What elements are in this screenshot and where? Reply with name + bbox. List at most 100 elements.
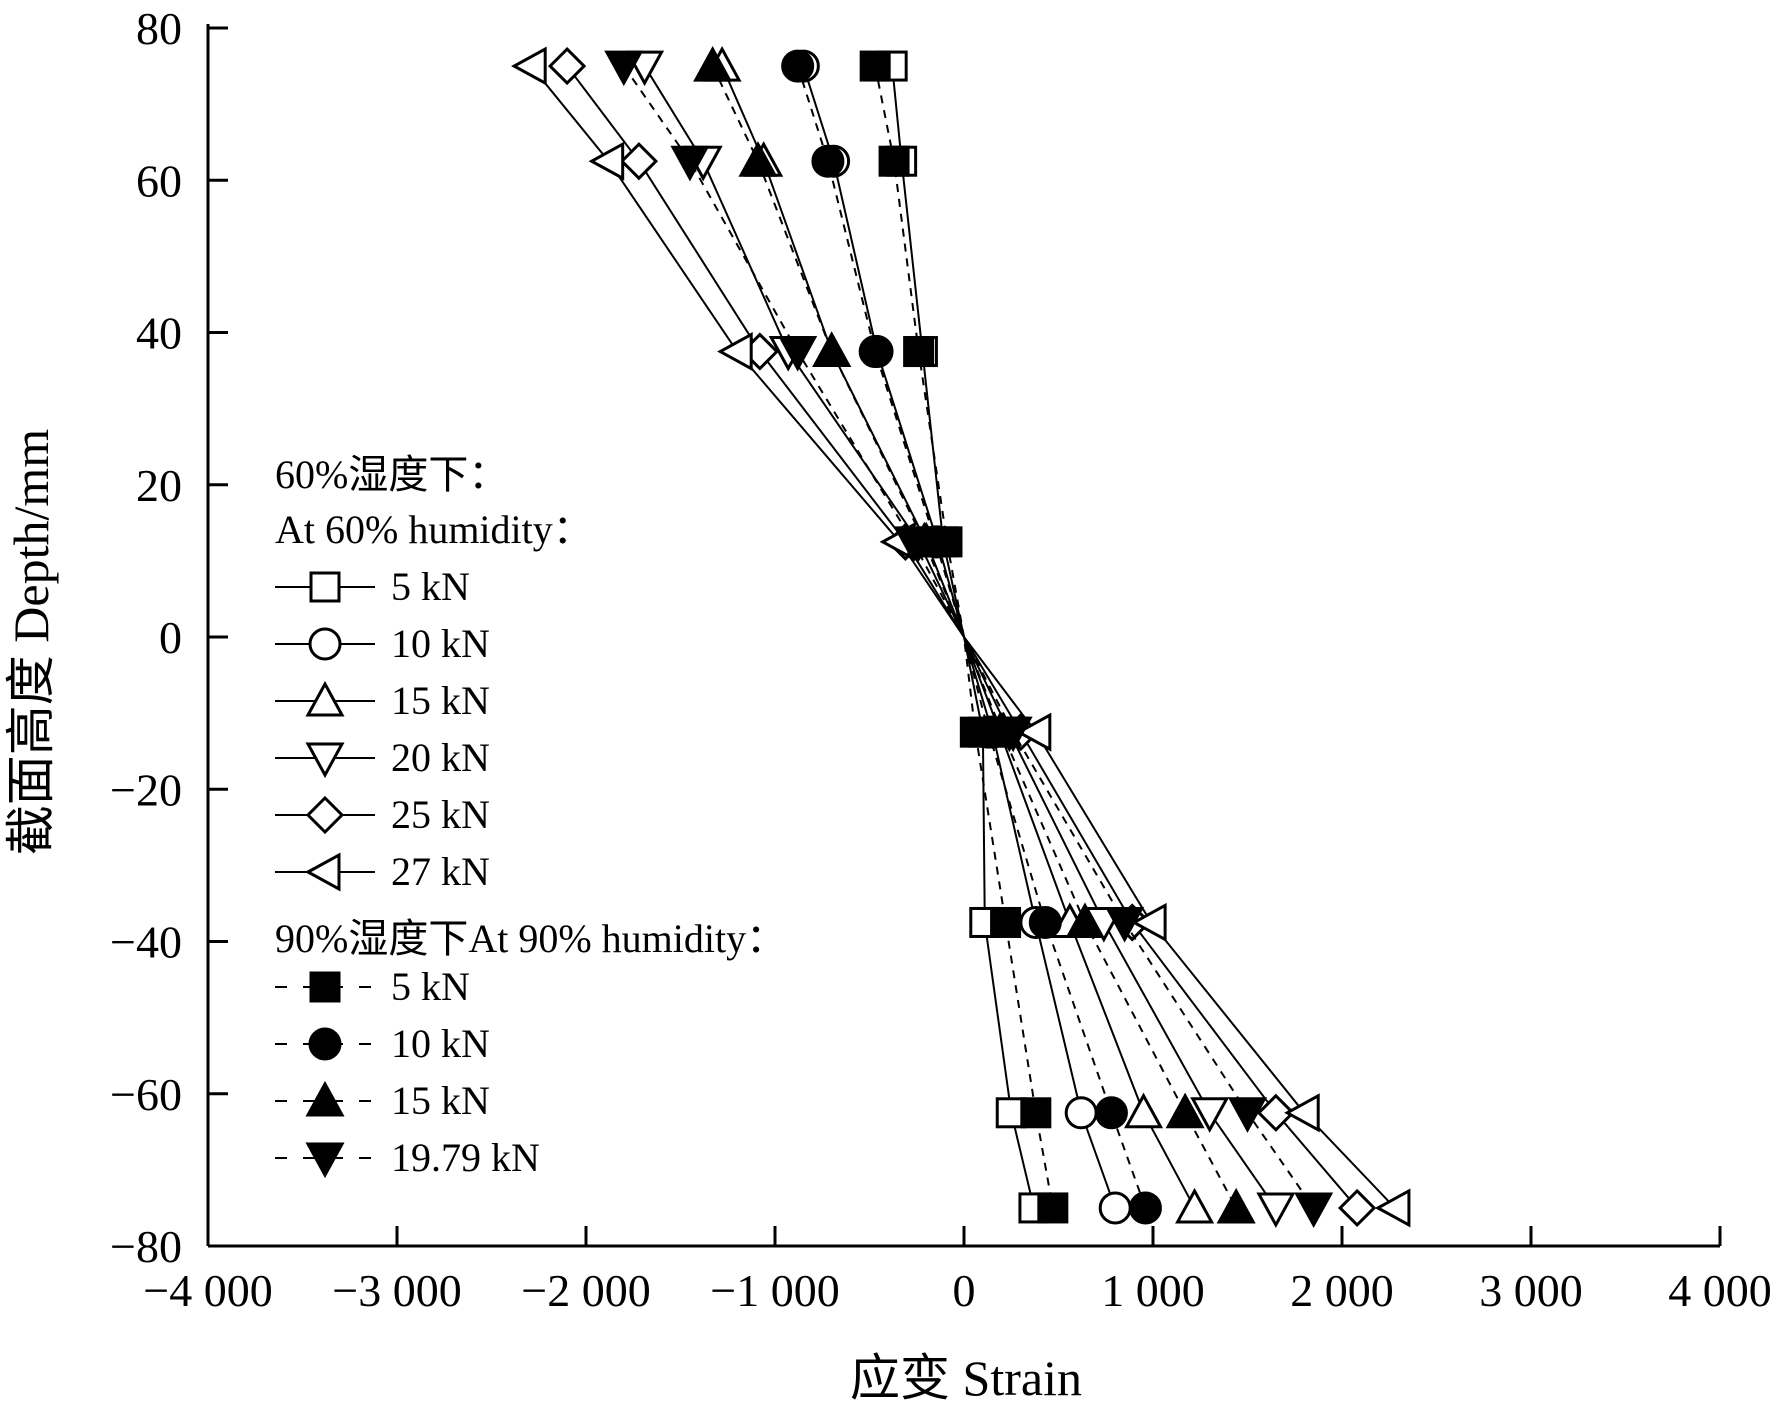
data-point: [1105, 906, 1145, 943]
data-point: [1037, 1192, 1069, 1224]
y-tick-label: 0: [159, 612, 182, 663]
data-point: [547, 46, 587, 86]
legend-label: 10 kN: [391, 1021, 490, 1066]
data-point: [858, 335, 892, 369]
series-layer: [511, 45, 1411, 1229]
y-tick-label: 20: [136, 460, 182, 511]
legend-marker: [305, 680, 345, 717]
legend-item: 15 kN: [275, 678, 490, 723]
data-point: [893, 526, 933, 562]
legend-item: 20 kN: [275, 735, 490, 780]
x-tick-label: 1 000: [1101, 1265, 1205, 1316]
data-point: [604, 50, 644, 87]
legend-marker: [305, 1142, 345, 1179]
series-60-10kN: [786, 49, 1132, 1225]
legend-item: 5 kN: [275, 964, 470, 1009]
data-point: [903, 336, 935, 368]
data-point: [878, 145, 910, 177]
legend-group-subtitle: At 60% humidity：: [275, 507, 593, 552]
legend-label: 5 kN: [391, 564, 470, 609]
series-60-27kN: [511, 46, 1411, 1228]
x-tick-label: 3 000: [1479, 1265, 1583, 1316]
data-point: [588, 141, 625, 181]
data-point: [1124, 1092, 1164, 1129]
y-tick-label: 40: [136, 308, 182, 359]
data-point: [1227, 1097, 1268, 1133]
legend-label: 15 kN: [391, 1078, 490, 1123]
legend-item: 10 kN: [275, 621, 490, 666]
legend-item: 5 kN: [275, 564, 470, 609]
data-point: [619, 142, 659, 181]
data-point: [1065, 902, 1105, 938]
data-point: [1028, 905, 1062, 939]
data-point: [1130, 902, 1167, 943]
y-tick-label: −40: [110, 917, 182, 968]
legend-label: 20 kN: [391, 735, 490, 780]
x-tick-label: −3 000: [332, 1265, 461, 1316]
data-point: [812, 331, 852, 368]
data-point: [993, 716, 1033, 753]
legend-item: 10 kN: [275, 1021, 490, 1066]
data-point: [1337, 1188, 1377, 1228]
y-tick-label: 80: [136, 3, 182, 54]
data-point: [1020, 1097, 1052, 1129]
x-axis-ticks: −4 000 −3 000 −2 000 −1 000 0 1 000 2 000 3 000…: [143, 1226, 1772, 1316]
legend-marker: [305, 742, 345, 779]
data-point: [1284, 1093, 1320, 1133]
y-tick-label: −80: [110, 1221, 182, 1272]
data-point: [1175, 1187, 1215, 1224]
series-line: [622, 65, 1315, 1209]
series-60-25kN: [547, 46, 1377, 1228]
legend-marker: [309, 971, 341, 1003]
data-point: [670, 145, 710, 182]
legend-item: 15 kN: [275, 1078, 490, 1123]
series-line: [721, 65, 1196, 1209]
legend-marker: [304, 852, 341, 892]
y-tick-label: 60: [136, 155, 182, 206]
legend-item: 27 kN: [275, 849, 490, 894]
data-point: [1374, 1188, 1411, 1228]
legend-marker: [305, 1080, 345, 1117]
x-tick-label: 2 000: [1290, 1265, 1394, 1316]
x-tick-label: −1 000: [710, 1265, 839, 1316]
series-60-15kN: [702, 45, 1215, 1224]
data-point: [717, 331, 753, 372]
x-tick-label: 4 000: [1668, 1265, 1772, 1316]
series-line: [566, 65, 1358, 1209]
legend-group-title: 90%湿度下At 90% humidity：: [275, 916, 786, 961]
data-point: [1064, 1096, 1098, 1130]
legend-label: 5 kN: [391, 964, 470, 1009]
series-90-15kN: [693, 45, 1256, 1224]
y-axis-ticks: 80 60 40 20 0 −20 −40 −60 −80: [110, 3, 228, 1272]
data-point: [1128, 1191, 1162, 1225]
data-point: [1294, 1192, 1334, 1229]
legend-label: 10 kN: [391, 621, 490, 666]
y-tick-label: −60: [110, 1069, 182, 1120]
legend-marker: [309, 571, 341, 603]
series-60-20kN: [625, 50, 1296, 1229]
data-point: [738, 141, 778, 177]
data-point: [990, 906, 1022, 938]
data-point: [1015, 712, 1052, 752]
series-line: [796, 65, 1147, 1209]
x-tick-label: −2 000: [521, 1265, 650, 1316]
x-axis-title: 应变 Strain: [850, 1350, 1082, 1406]
data-point: [1256, 1093, 1295, 1132]
series-line: [643, 65, 1277, 1209]
legend-group-title: 60%湿度下：: [275, 452, 508, 497]
legend-marker: [308, 1027, 342, 1061]
y-tick-label: −20: [110, 764, 182, 815]
legend-marker: [305, 795, 345, 835]
data-point: [1165, 1092, 1205, 1129]
legend-item: 19.79 kN: [275, 1135, 540, 1180]
x-tick-label: 0: [953, 1265, 976, 1316]
legend-marker: [308, 627, 342, 661]
data-point: [693, 45, 733, 82]
x-tick-label: −4 000: [143, 1265, 272, 1316]
data-point: [1216, 1187, 1256, 1224]
legend: 60%湿度下： At 60% humidity： 5 kN 10 kN 15 kN 20 …: [275, 452, 786, 1180]
series-90-19_79kN: [604, 50, 1334, 1229]
data-point: [781, 49, 815, 83]
y-axis-title: 截面高度 Depth/mm: [3, 429, 59, 855]
